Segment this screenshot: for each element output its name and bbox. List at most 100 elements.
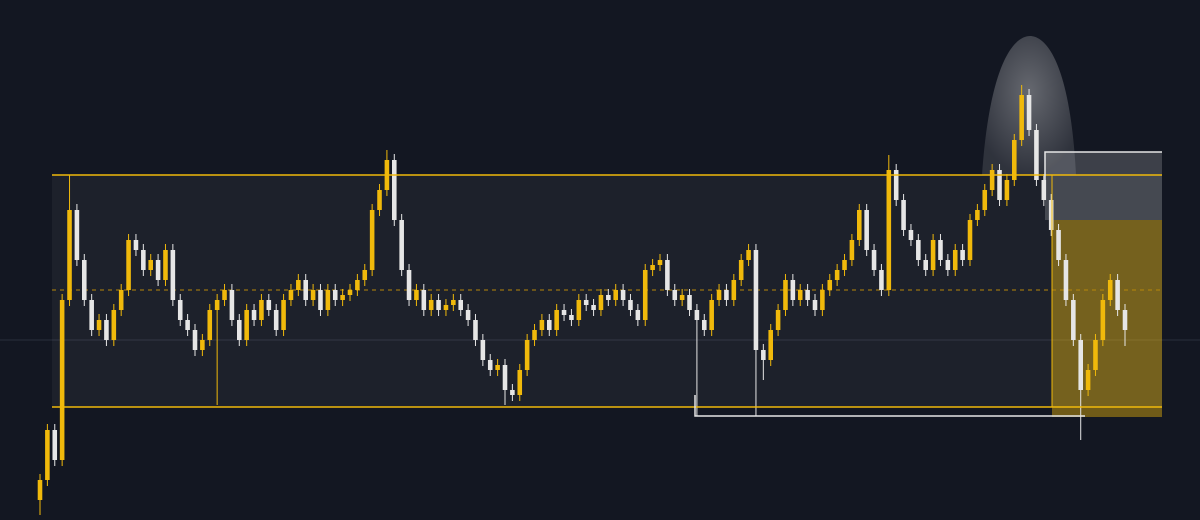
candle-body [480,340,486,360]
candle-body [81,260,87,300]
candle-body [546,320,552,330]
candle-body [428,300,434,310]
candle-body [1078,340,1084,390]
candle-body [923,260,929,270]
candle-body [731,280,737,300]
candle-body [687,295,692,310]
candle-body [391,160,397,220]
candle-body [591,305,596,310]
candle-body [982,190,988,210]
candle-body [185,320,190,330]
candle-body [163,250,168,280]
candle-body [1063,260,1069,300]
candle-body [318,290,323,310]
candle-body [613,290,619,300]
candle-body [783,280,788,310]
candle-body [1011,140,1017,180]
candle-body [236,320,242,340]
candle-body [362,270,368,280]
candle-body [753,250,759,350]
candle-body [650,265,655,270]
candle-body [377,190,382,210]
candle-body [849,240,855,260]
candle-body [96,320,102,330]
candle-body [52,430,58,460]
candle-body [1085,370,1091,390]
candle-body [997,170,1002,200]
candle-body [111,310,117,340]
candle-body [104,320,109,340]
candle-body [724,290,729,300]
candle-body [273,310,279,330]
candle-body [834,270,840,280]
candle-body [694,310,700,320]
candle-body [738,260,744,280]
candle-body [1122,310,1128,330]
candle-body [886,170,892,290]
candle-body [1093,340,1098,370]
candle-body [856,210,862,240]
candle-body [207,310,213,340]
candle-body [1100,300,1106,340]
candle-body [1071,300,1076,340]
candle-body [583,300,589,305]
candle-body [436,300,441,310]
candle-body [598,295,604,310]
candle-body [266,300,272,310]
candle-body [141,250,146,270]
candle-body [148,260,154,270]
candle-body [465,310,471,320]
candle-body [355,280,360,290]
candle-body [805,290,810,300]
candle-body [214,300,220,310]
candle-body [251,310,257,320]
candle-body [155,260,161,280]
candle-body [989,170,995,190]
candle-body [126,240,131,290]
swing-high-line [1044,151,1162,185]
candle-body [665,260,670,290]
candle-body [606,295,611,300]
candle-body [133,240,139,250]
candle-body [332,290,338,300]
candle-body [510,390,515,395]
target-zone [1052,220,1162,417]
candle-body [916,240,921,260]
candle-body [761,350,766,360]
candle-body [1048,200,1054,230]
candle-body [635,310,641,320]
candle-body [790,280,796,300]
candle-body [45,430,50,480]
candle-body [406,270,412,300]
candle-body [768,330,774,360]
stop-zone [1045,152,1162,220]
candle-body [908,230,914,240]
candle-body [532,330,537,340]
candle-body [1041,180,1047,200]
candle-body [229,290,235,320]
candle-body [893,170,899,200]
candle-body [672,290,678,300]
candle-body [89,300,94,330]
candle-body [340,295,345,300]
candle-body [975,210,980,220]
candle-body [945,260,951,270]
candle-body [517,370,523,395]
candle-body [620,290,626,300]
candle-body [421,290,427,310]
candle-body [967,220,973,260]
candle-body [259,300,264,320]
candle-body [1056,230,1061,260]
candle-body [930,240,936,270]
candle-body [952,250,958,270]
candle-body [288,290,294,300]
candle-body [74,210,80,260]
candle-body [325,290,331,310]
candle-body [451,300,456,305]
candle-body [118,290,124,310]
candle-body [414,290,419,300]
candle-body [746,250,751,260]
candle-body [310,290,316,300]
